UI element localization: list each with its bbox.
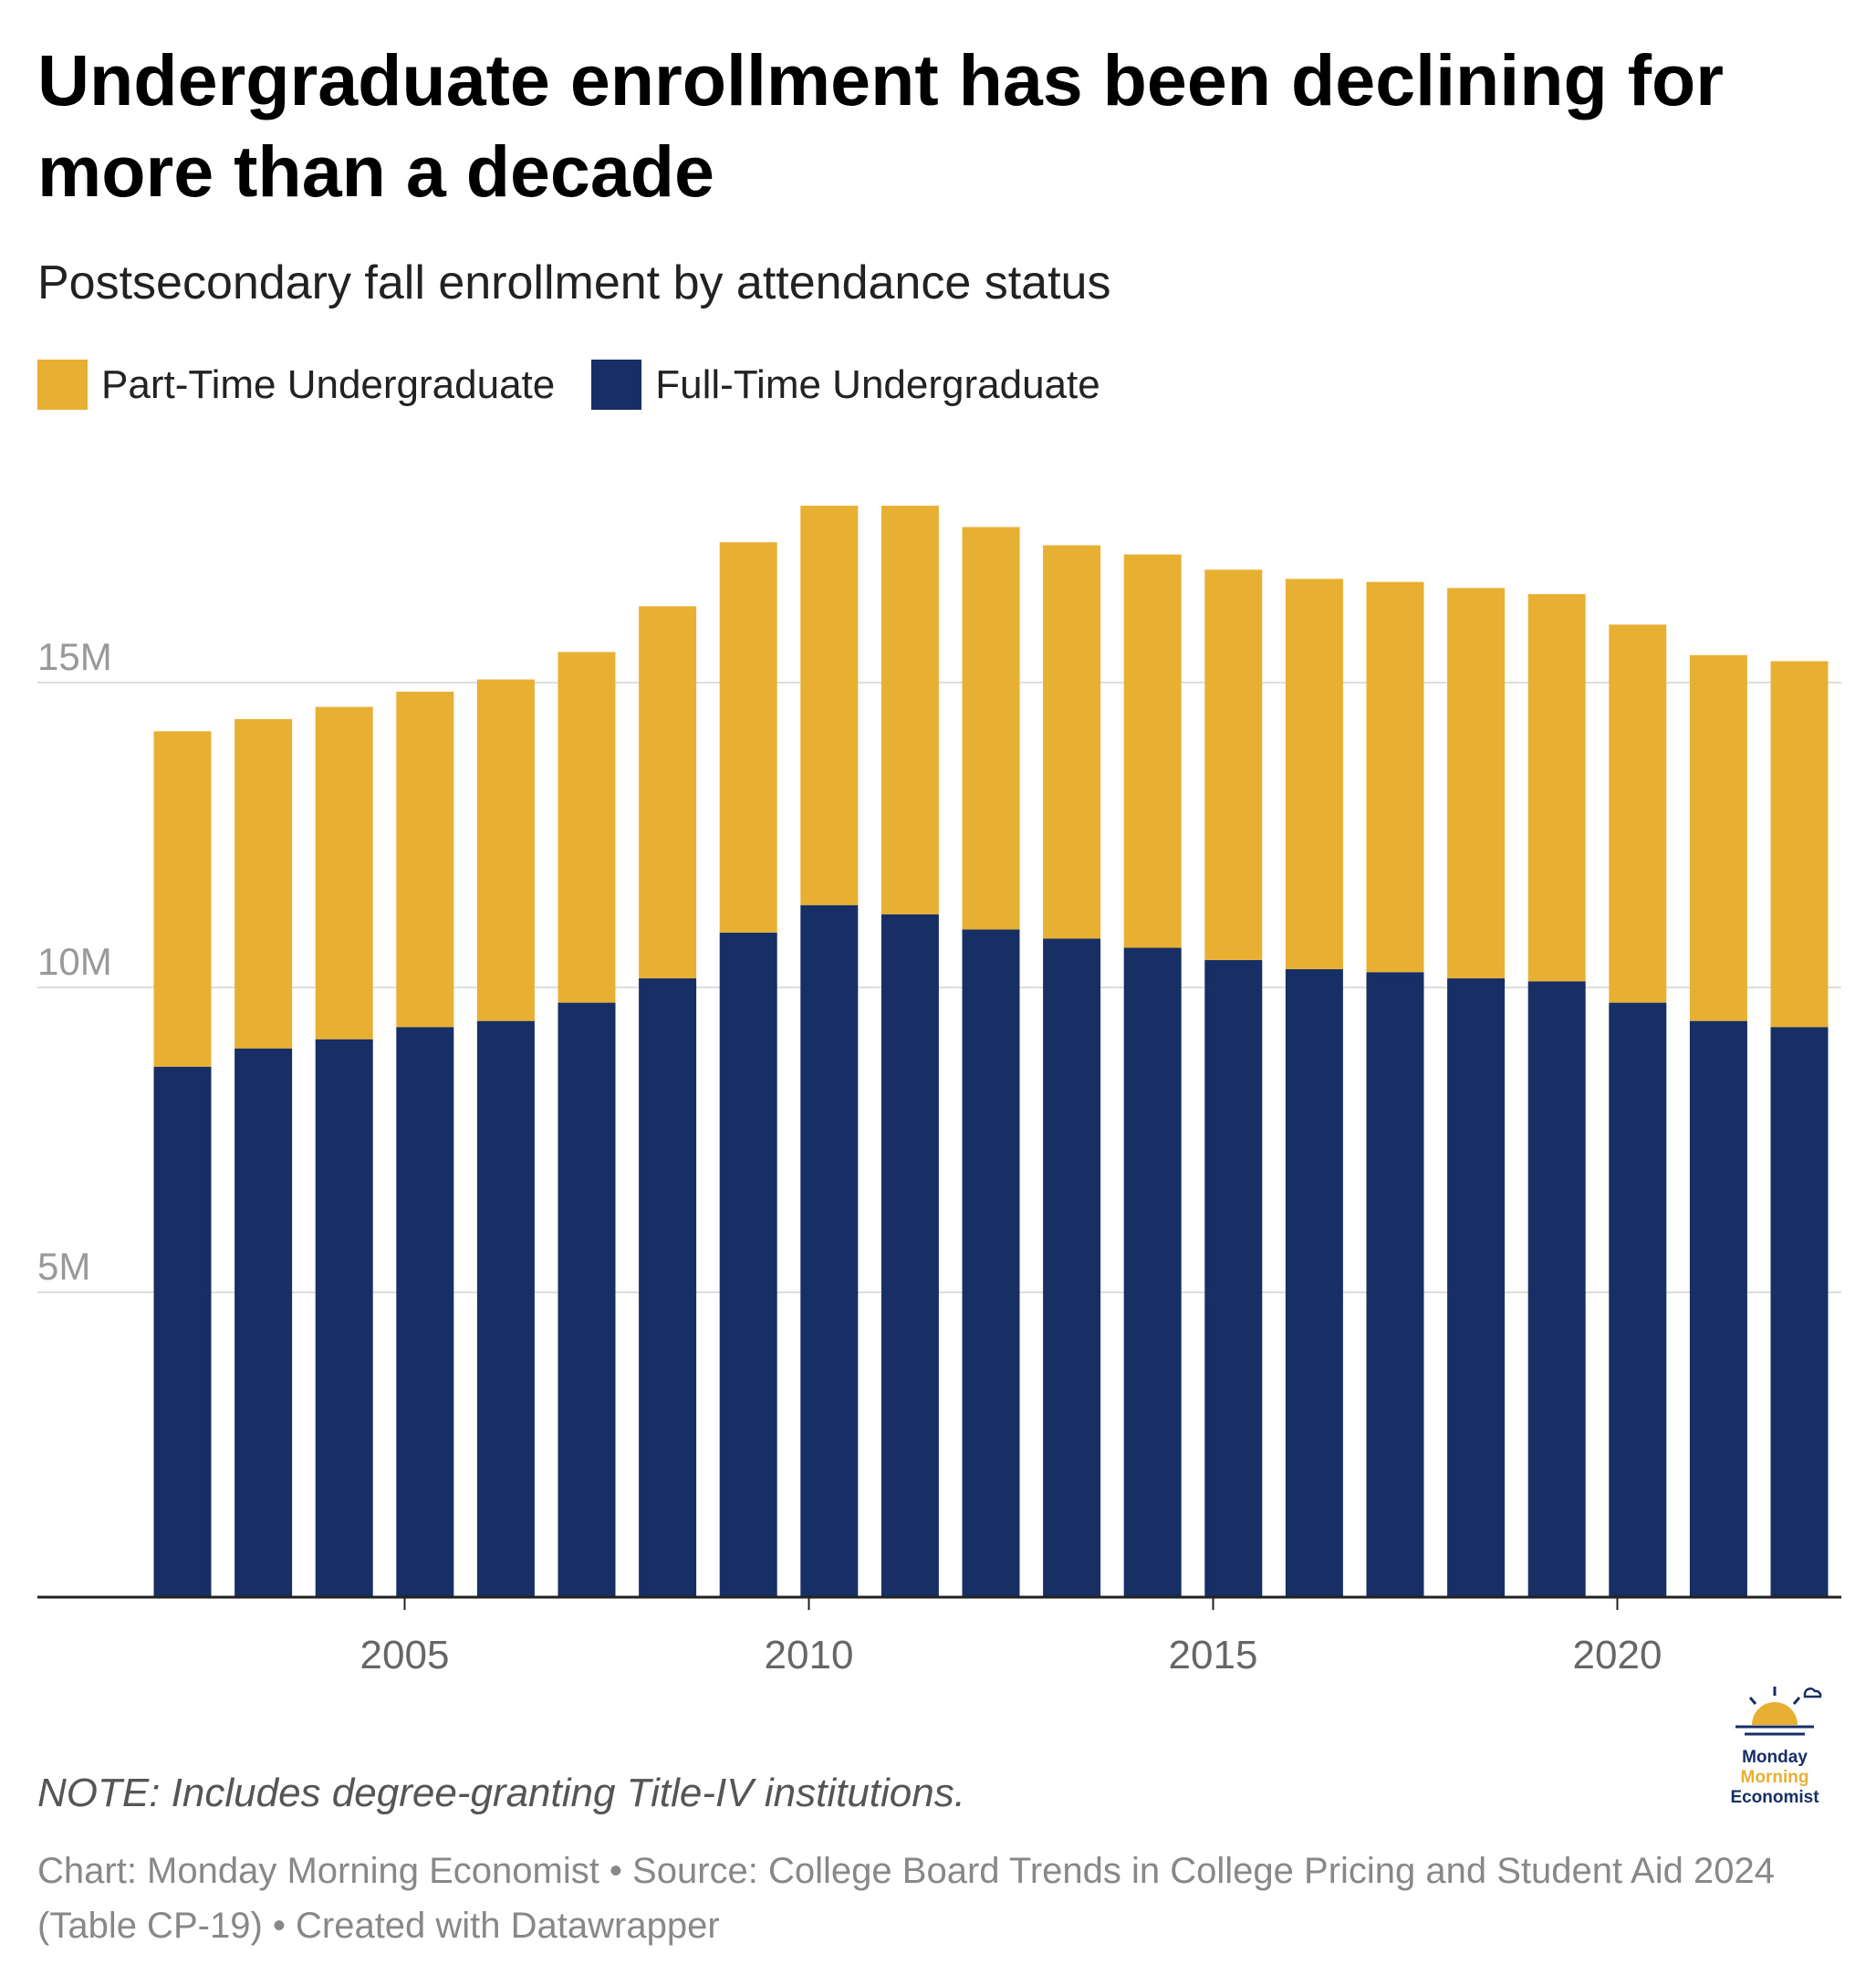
- chart-title: Undergraduate enrollment has been declin…: [37, 39, 1725, 212]
- bar-full-time-2020: [1609, 1002, 1667, 1597]
- bar-part-time-2006: [476, 679, 535, 1021]
- bar-part-time-2014: [1123, 554, 1182, 948]
- bar-part-time-2003: [234, 718, 293, 1049]
- bar-part-time-2005: [396, 691, 454, 1028]
- legend-swatch-part-time: [37, 360, 88, 410]
- chart-footer: Chart: Monday Morning Economist • Source…: [37, 1851, 1775, 1946]
- bar-part-time-2008: [639, 606, 697, 978]
- bar-part-time-2011: [881, 506, 939, 914]
- x-tick-label-2005: 2005: [360, 1633, 450, 1677]
- legend-item-part-time: Part-Time Undergraduate: [37, 360, 555, 410]
- bar-full-time-2004: [315, 1039, 373, 1597]
- y-tick-label-15M: 15M: [37, 635, 112, 678]
- bar-part-time-2019: [1527, 593, 1586, 982]
- bar-full-time-2016: [1285, 968, 1343, 1597]
- bar-full-time-2015: [1204, 959, 1263, 1597]
- bar-full-time-2009: [719, 932, 777, 1597]
- bar-full-time-2022: [1770, 1027, 1829, 1597]
- bar-full-time-2005: [396, 1027, 454, 1597]
- bar-part-time-2012: [962, 527, 1020, 930]
- y-tick-label-10M: 10M: [37, 940, 112, 983]
- bar-part-time-2021: [1689, 654, 1747, 1021]
- bar-part-time-2018: [1447, 588, 1506, 978]
- bar-full-time-2002: [153, 1066, 212, 1597]
- bar-part-time-2020: [1609, 624, 1667, 1003]
- bar-part-time-2013: [1043, 545, 1101, 939]
- bar-part-time-2016: [1285, 579, 1343, 969]
- bar-full-time-2017: [1366, 972, 1424, 1597]
- legend-label-full-time: Full-Time Undergraduate: [655, 361, 1100, 407]
- bar-part-time-2022: [1770, 661, 1829, 1028]
- bar-part-time-2015: [1204, 570, 1263, 960]
- bar-full-time-2021: [1689, 1020, 1747, 1597]
- legend-label-part-time: Part-Time Undergraduate: [101, 361, 556, 407]
- y-tick-label-5M: 5M: [37, 1245, 90, 1288]
- logo-text-monday: Monday: [1742, 1748, 1808, 1767]
- legend-swatch-full-time: [591, 360, 642, 410]
- legend: Part-Time Undergraduate Full-Time Underg…: [37, 360, 1137, 410]
- bar-full-time-2003: [234, 1048, 293, 1597]
- bar-full-time-2007: [558, 1002, 616, 1597]
- bar-part-time-2009: [719, 542, 777, 933]
- chart-subtitle: Postsecondary fall enrollment by attenda…: [37, 256, 1111, 309]
- logo: Monday Morning Economist: [1715, 1679, 1834, 1808]
- logo-text-economist: Economist: [1730, 1788, 1819, 1807]
- bar-full-time-2019: [1527, 981, 1586, 1597]
- bar-full-time-2008: [639, 977, 697, 1597]
- bar-part-time-2007: [558, 652, 616, 1003]
- bar-part-time-2010: [800, 506, 859, 905]
- bar-full-time-2010: [800, 904, 859, 1597]
- chart-note: NOTE: Includes degree-granting Title-IV …: [37, 1771, 965, 1815]
- bar-part-time-2002: [153, 731, 212, 1067]
- bar-part-time-2017: [1366, 581, 1424, 973]
- bar-full-time-2018: [1447, 977, 1506, 1597]
- logo-text-morning: Morning: [1740, 1768, 1809, 1787]
- x-tick-label-2010: 2010: [765, 1633, 854, 1677]
- x-tick-label-2015: 2015: [1169, 1633, 1258, 1677]
- bar-full-time-2014: [1123, 947, 1182, 1597]
- bar-part-time-2004: [315, 706, 373, 1040]
- x-tick-label-2020: 2020: [1573, 1633, 1662, 1677]
- enrollment-bar-chart: 5M 10M 15M 2005 2010 2015 2020: [37, 506, 1841, 1677]
- sun-icon: [1735, 1687, 1822, 1736]
- legend-item-full-time: Full-Time Undergraduate: [591, 360, 1100, 410]
- bar-full-time-2011: [881, 914, 939, 1597]
- bar-full-time-2012: [962, 929, 1020, 1597]
- bar-full-time-2006: [476, 1020, 535, 1597]
- bar-full-time-2013: [1043, 938, 1101, 1597]
